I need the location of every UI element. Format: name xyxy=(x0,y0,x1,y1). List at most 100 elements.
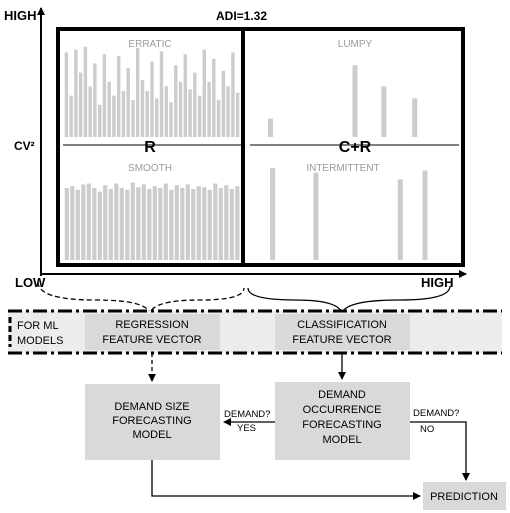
intermittent-bar xyxy=(397,179,403,260)
lumpy-bar xyxy=(381,86,387,137)
smooth-bar xyxy=(235,186,240,260)
smooth-bar xyxy=(64,188,69,260)
smooth-bar xyxy=(185,184,190,260)
erratic-bar xyxy=(231,52,235,137)
classification-feature-vector-line1: CLASSIFICATION xyxy=(297,319,387,331)
erratic-bar xyxy=(150,61,154,137)
decision-yes-label: YES xyxy=(237,423,256,434)
intermittent-bar xyxy=(270,168,276,260)
erratic-bar xyxy=(183,54,187,138)
erratic-bar xyxy=(226,86,230,137)
erratic-bar xyxy=(164,86,168,137)
adi-threshold-label: ADI=1.32 xyxy=(216,9,267,23)
erratic-bar xyxy=(159,51,164,137)
erratic-bar xyxy=(117,56,121,137)
smooth-bar xyxy=(141,184,146,260)
regression-feature-vector-box xyxy=(85,314,220,350)
y-axis-high-label: HIGH xyxy=(4,8,37,23)
arrow-no-to-prediction xyxy=(410,421,470,481)
erratic-bar xyxy=(178,81,183,137)
lumpy-bar xyxy=(268,118,273,137)
demand-size-model-line2: FORECASTING xyxy=(112,415,191,427)
smooth-bar xyxy=(180,188,185,260)
smooth-bar xyxy=(86,183,91,260)
erratic-bar xyxy=(131,100,135,137)
decision-no-question: DEMAND? xyxy=(413,408,459,419)
demand-occurrence-model-line1: DEMAND xyxy=(318,389,366,401)
ml-models-label-line2: MODELS xyxy=(17,335,63,347)
erratic-bar xyxy=(102,54,107,138)
smooth-bar xyxy=(114,183,119,260)
demand-size-model-line3: MODEL xyxy=(132,429,171,441)
smooth-bar xyxy=(136,187,141,260)
erratic-bar xyxy=(155,98,159,137)
smooth-bar xyxy=(196,186,201,260)
erratic-bar xyxy=(207,81,211,137)
smooth-bar xyxy=(163,183,168,260)
decision-yes-question: DEMAND? xyxy=(224,409,270,420)
smooth-bar xyxy=(70,186,75,260)
classification-feature-vector-line2: FEATURE VECTOR xyxy=(292,334,391,346)
lumpy-bar xyxy=(412,98,418,137)
prediction-box xyxy=(423,482,506,510)
erratic-bar xyxy=(126,68,130,137)
erratic-bar xyxy=(197,95,202,137)
regression-feature-vector-line2: FEATURE VECTOR xyxy=(102,334,201,346)
regression-group-label: R xyxy=(144,139,156,156)
smooth-bar xyxy=(152,186,157,260)
quadrant-frame xyxy=(56,27,465,267)
smooth-bar xyxy=(218,188,223,260)
erratic-bar xyxy=(93,63,97,137)
smooth-bar xyxy=(97,191,102,260)
demand-occurrence-model-line2: OCCURRENCE xyxy=(303,404,382,416)
smooth-bar xyxy=(108,188,113,260)
erratic-bar xyxy=(78,72,83,137)
erratic-bar xyxy=(112,95,116,137)
demand-size-model-line1: DEMAND SIZE xyxy=(114,401,189,413)
erratic-bar xyxy=(121,91,126,137)
lumpy-bar xyxy=(352,65,358,137)
x-axis-low-label: LOW xyxy=(15,275,46,290)
lumpy-label: LUMPY xyxy=(338,39,373,50)
y-axis-cv2-label: CV² xyxy=(14,139,35,153)
smooth-bar xyxy=(92,188,97,260)
erratic-demand-bars xyxy=(64,46,240,138)
classification-feature-vector-box xyxy=(275,314,410,350)
erratic-bar xyxy=(107,81,111,137)
erratic-bar xyxy=(221,70,226,137)
erratic-bar xyxy=(188,89,192,137)
regression-feature-vector-line1: REGRESSION xyxy=(115,319,188,331)
erratic-label: ERRATIC xyxy=(128,39,171,50)
demand-occurrence-model-box xyxy=(275,382,410,460)
demand-occurrence-model-line3: FORECASTING xyxy=(302,419,381,431)
erratic-bar xyxy=(174,65,178,137)
smooth-bar xyxy=(169,189,174,260)
smooth-bar xyxy=(81,184,86,260)
erratic-bar xyxy=(98,104,102,137)
smooth-label: SMOOTH xyxy=(128,163,172,174)
ml-band xyxy=(8,311,502,353)
erratic-bar xyxy=(64,52,69,137)
smooth-bar xyxy=(125,189,130,260)
erratic-bar xyxy=(216,100,221,137)
smooth-bar xyxy=(158,188,163,260)
brace-left xyxy=(37,281,245,315)
erratic-bar xyxy=(83,46,88,137)
erratic-bar xyxy=(69,95,73,137)
smooth-bar xyxy=(224,185,229,260)
erratic-bar xyxy=(235,92,240,137)
smooth-bar xyxy=(103,185,108,260)
erratic-bar xyxy=(136,47,140,137)
smooth-bar xyxy=(191,188,196,260)
prediction-label: PREDICTION xyxy=(430,491,498,503)
smooth-bar xyxy=(202,187,207,260)
decision-no-label: NO xyxy=(420,424,434,435)
demand-occurrence-model-line4: MODEL xyxy=(322,434,361,446)
demand-size-model-box xyxy=(85,384,220,460)
erratic-bar xyxy=(212,58,216,137)
x-axis-high-label: HIGH xyxy=(421,275,454,290)
erratic-bar xyxy=(169,102,173,137)
erratic-bar xyxy=(88,86,92,137)
erratic-bar xyxy=(193,72,197,137)
